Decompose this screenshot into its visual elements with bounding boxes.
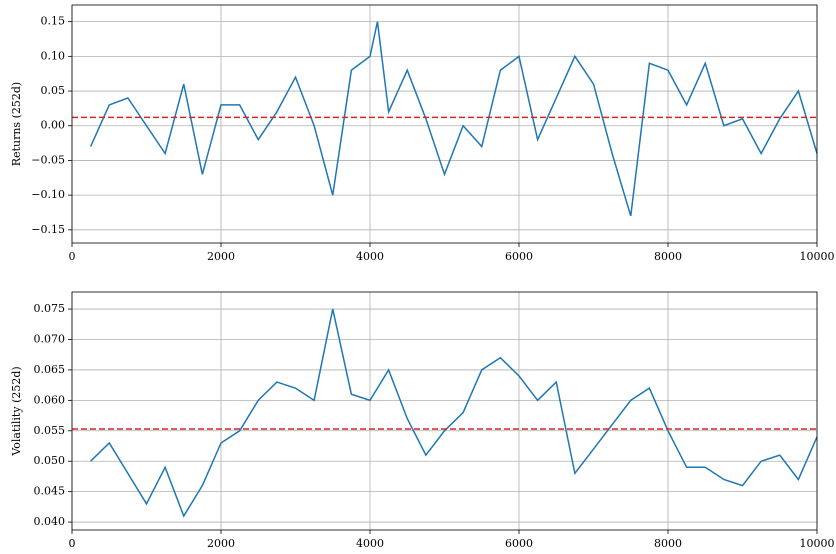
y-tick-label: −0.10	[31, 188, 65, 201]
x-tick-label: 6000	[505, 250, 533, 263]
y-tick-label: −0.15	[31, 223, 65, 236]
y-axis-label: Returns (252d)	[10, 82, 23, 166]
x-tick-label: 10000	[800, 250, 835, 263]
x-tick-label: 10000	[800, 537, 835, 550]
y-tick-label: 0.15	[41, 15, 66, 28]
y-tick-label: 0.070	[34, 332, 66, 345]
x-tick-label: 8000	[654, 250, 682, 263]
x-tick-label: 4000	[356, 537, 384, 550]
y-tick-label: 0.040	[34, 515, 66, 528]
x-tick-label: 4000	[356, 250, 384, 263]
y-tick-label: 0.00	[41, 119, 66, 132]
y-tick-label: 0.045	[34, 485, 66, 498]
y-tick-label: 0.050	[34, 454, 66, 467]
x-tick-label: 8000	[654, 537, 682, 550]
y-tick-label: 0.060	[34, 393, 66, 406]
x-tick-label: 2000	[207, 250, 235, 263]
x-tick-label: 2000	[207, 537, 235, 550]
axes-frame	[71, 291, 818, 531]
data-line	[89, 21, 818, 217]
data-line	[90, 308, 818, 518]
y-tick-label: −0.05	[31, 153, 65, 166]
y-tick-label: 0.10	[41, 49, 66, 62]
y-tick-label: 0.065	[34, 363, 66, 376]
axes-frame	[71, 4, 818, 244]
y-tick-label: 0.055	[34, 424, 66, 437]
x-tick-label: 0	[69, 250, 76, 263]
y-axis-label: Volatility (252d)	[10, 366, 23, 456]
y-tick-label: 0.05	[41, 84, 66, 97]
y-tick-label: 0.075	[34, 302, 66, 315]
x-tick-label: 6000	[505, 537, 533, 550]
x-tick-label: 0	[69, 537, 76, 550]
